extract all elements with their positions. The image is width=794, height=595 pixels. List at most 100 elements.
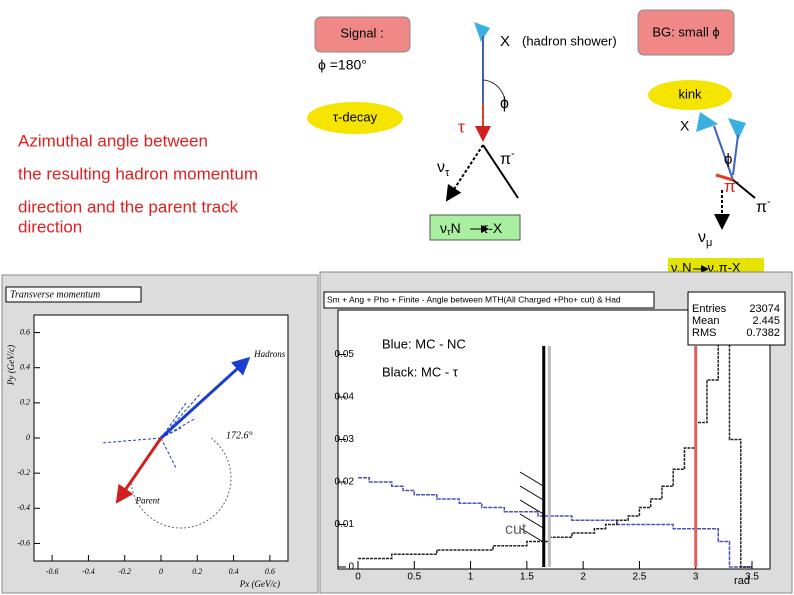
pion-track bbox=[732, 179, 756, 199]
y-tick-label: -0.4 bbox=[17, 503, 30, 512]
stat-name: RMS bbox=[692, 327, 716, 339]
x-tick-label: 1 bbox=[468, 572, 474, 583]
background-diagram: BG: small ϕ kink X ϕ π- π- νμ νμNνμπ-X bbox=[637, 9, 771, 280]
sub: μ bbox=[706, 237, 712, 249]
nu: ν bbox=[437, 159, 445, 176]
label: νμ bbox=[698, 229, 712, 249]
track bbox=[732, 134, 739, 176]
title-box bbox=[5, 286, 142, 303]
label: X bbox=[680, 118, 690, 134]
x-tick-label: 0.5 bbox=[407, 572, 421, 583]
x-tick-label: -0.4 bbox=[82, 567, 95, 576]
highlight bbox=[648, 80, 732, 110]
highlight bbox=[307, 102, 403, 134]
box bbox=[637, 9, 735, 56]
annotation: 172.6° bbox=[226, 430, 253, 441]
hatch bbox=[519, 513, 546, 530]
pion-track bbox=[482, 144, 519, 199]
box bbox=[429, 214, 521, 241]
part: N bbox=[682, 260, 691, 275]
vector bbox=[159, 356, 251, 440]
x-axis-label: Px (GeV/c) bbox=[239, 579, 280, 589]
title-box bbox=[323, 291, 655, 309]
label: ϕ bbox=[724, 151, 732, 168]
decay-product bbox=[160, 437, 177, 469]
y-tick-label: 0.04 bbox=[335, 392, 355, 403]
label: Signal : bbox=[340, 25, 383, 40]
x-tick-label: 0.4 bbox=[229, 567, 239, 576]
hatch bbox=[519, 527, 546, 544]
angle-arc bbox=[482, 79, 506, 107]
kink-track bbox=[715, 173, 734, 182]
nu: ν bbox=[698, 229, 706, 246]
label: τ bbox=[458, 117, 465, 136]
plot-title: Sm + Ang + Pho + Finite - Angle between … bbox=[327, 294, 621, 304]
x-tick-label: 0.2 bbox=[192, 567, 202, 576]
y-tick-label: 0 bbox=[348, 562, 354, 573]
label: BG: small ϕ bbox=[652, 24, 719, 39]
annotation: Black: MC - τ bbox=[382, 364, 459, 379]
series-label: Hadrons bbox=[253, 349, 286, 359]
label: ϕ =180° bbox=[318, 57, 367, 73]
pi: π bbox=[500, 151, 511, 168]
angle-arc bbox=[130, 437, 232, 529]
y-tick-label: -0.6 bbox=[17, 538, 30, 547]
stat-name: Entries bbox=[692, 303, 727, 315]
part: N bbox=[451, 220, 461, 236]
y-tick-label: 0.4 bbox=[20, 363, 30, 372]
sup: - bbox=[736, 176, 740, 188]
label: π- bbox=[756, 196, 771, 216]
stat-value: 23074 bbox=[749, 303, 780, 315]
box bbox=[314, 16, 411, 53]
label: ντ bbox=[437, 159, 450, 179]
stat-value: 0.7382 bbox=[746, 327, 780, 339]
vector bbox=[115, 437, 163, 504]
label: τ-decay bbox=[333, 109, 378, 124]
x-tick-label: 3.5 bbox=[745, 572, 759, 583]
sub: τ bbox=[447, 227, 451, 237]
label: (hadron shower) bbox=[522, 33, 617, 48]
text-line: the resulting hadron momentum bbox=[18, 164, 258, 183]
y-tick-label: 0.05 bbox=[335, 349, 355, 360]
pi: π bbox=[724, 177, 736, 196]
stat-name: Mean bbox=[692, 315, 720, 327]
x-tick-label: 2.5 bbox=[632, 572, 646, 583]
hatch bbox=[519, 471, 546, 488]
signal-diagram: Signal : ϕ =180° τ-decay X (hadron showe… bbox=[307, 16, 617, 241]
x-tick-label: 0 bbox=[355, 572, 361, 583]
hist-outline bbox=[358, 477, 752, 568]
part: τ-X bbox=[483, 220, 503, 236]
track bbox=[713, 125, 734, 181]
decay-product bbox=[160, 402, 187, 439]
y-axis-label: Py (GeV/c) bbox=[6, 345, 16, 386]
description: Azimuthal angle between the resulting ha… bbox=[18, 131, 258, 236]
x-tick-label: 0.6 bbox=[265, 567, 275, 576]
label: π- bbox=[500, 148, 515, 168]
charts: -0.6 -0.4 -0.2 0 0.2 0.4 0.6 -0.6 -0.4 -0.2 0 0.2 0.… bbox=[6, 291, 786, 589]
stat-value: 2.445 bbox=[752, 315, 780, 327]
x-tick-label: 2 bbox=[580, 572, 586, 583]
label: ϕ bbox=[500, 95, 509, 112]
hatch bbox=[519, 485, 546, 502]
plot-title: Transverse momentum bbox=[10, 289, 100, 300]
label: X bbox=[500, 33, 510, 50]
y-tick-label: 0.02 bbox=[335, 477, 355, 488]
pi: π bbox=[756, 199, 767, 216]
sub: τ bbox=[445, 167, 450, 179]
text-line: direction and the parent track bbox=[18, 197, 239, 216]
label: kink bbox=[678, 86, 702, 101]
y-tick-label: -0.2 bbox=[17, 468, 30, 477]
annotation: Blue: MC - NC bbox=[382, 336, 466, 351]
x-axis-label: rad bbox=[734, 575, 750, 587]
text-line: direction bbox=[18, 217, 82, 236]
y-tick-label: 0.2 bbox=[20, 398, 30, 407]
stats-box bbox=[687, 291, 786, 346]
x-tick-label: -0.6 bbox=[46, 567, 59, 576]
decay-product bbox=[160, 427, 182, 439]
y-tick-label: 0 bbox=[26, 433, 30, 442]
decay-product bbox=[100, 437, 162, 444]
sup: - bbox=[767, 196, 771, 208]
sup: - bbox=[511, 148, 515, 160]
x-tick-label: -0.2 bbox=[118, 567, 131, 576]
